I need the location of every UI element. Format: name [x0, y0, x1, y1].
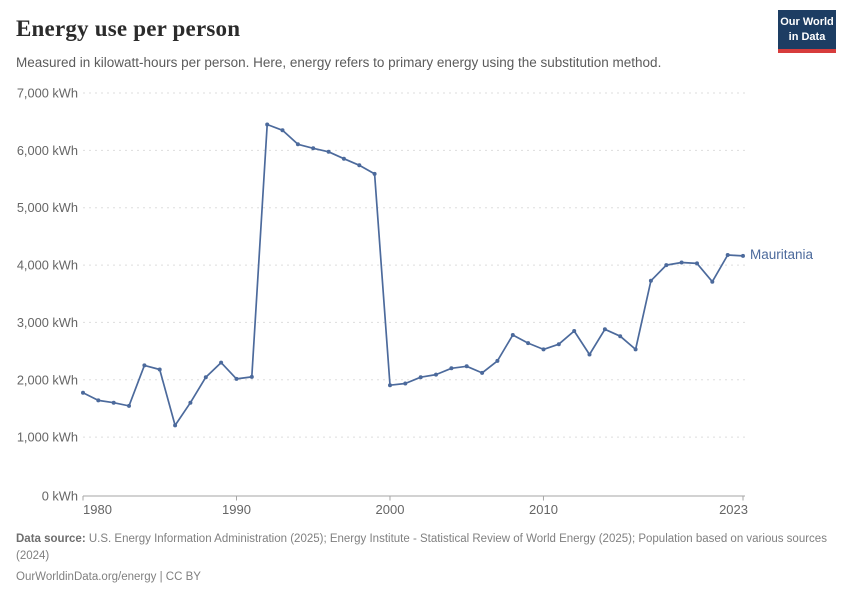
license-line: OurWorldinData.org/energy | CC BY [16, 571, 201, 584]
svg-text:1990: 1990 [222, 502, 251, 517]
svg-text:2010: 2010 [529, 502, 558, 517]
svg-text:0 kWh: 0 kWh [42, 489, 78, 504]
svg-text:1,000 kWh: 1,000 kWh [17, 430, 78, 445]
svg-text:5,000 kWh: 5,000 kWh [17, 200, 78, 215]
svg-text:3,000 kWh: 3,000 kWh [17, 315, 78, 330]
data-source-label: Data source: [16, 533, 86, 545]
page-title: Energy use per person [16, 16, 241, 41]
svg-text:6,000 kWh: 6,000 kWh [17, 143, 78, 158]
svg-text:2000: 2000 [376, 502, 405, 517]
owid-logo-line2: in Data [788, 30, 826, 43]
svg-text:7,000 kWh: 7,000 kWh [17, 86, 78, 101]
svg-text:2023: 2023 [719, 502, 748, 517]
owid-logo[interactable]: Our World in Data [778, 10, 836, 53]
page-subtitle: Measured in kilowatt-hours per person. H… [16, 55, 662, 70]
svg-text:4,000 kWh: 4,000 kWh [17, 258, 78, 273]
svg-text:1980: 1980 [83, 502, 112, 517]
data-source-line: Data source: U.S. Energy Information Adm… [16, 531, 834, 564]
data-source-text: U.S. Energy Information Administration (… [16, 533, 827, 562]
series-label: Mauritania [750, 246, 814, 262]
owid-logo-line1: Our World [780, 16, 834, 29]
svg-text:2,000 kWh: 2,000 kWh [17, 372, 78, 387]
chart-footer: Data source: U.S. Energy Information Adm… [16, 531, 834, 586]
